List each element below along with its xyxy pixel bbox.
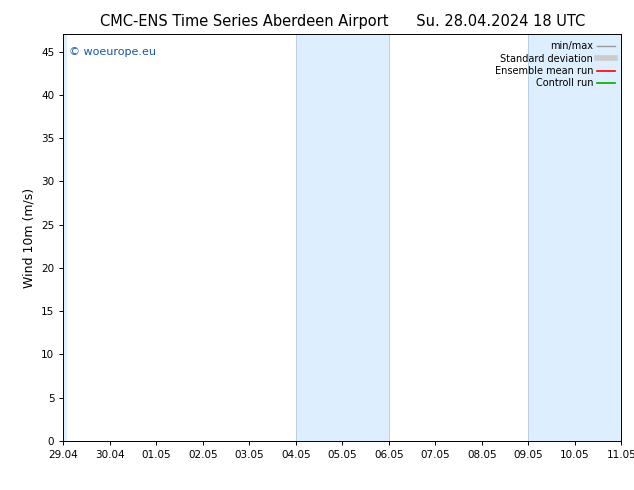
Legend: min/max, Standard deviation, Ensemble mean run, Controll run: min/max, Standard deviation, Ensemble me… bbox=[491, 37, 618, 92]
Bar bbox=[528, 34, 634, 441]
Y-axis label: Wind 10m (m/s): Wind 10m (m/s) bbox=[23, 188, 36, 288]
Title: CMC-ENS Time Series Aberdeen Airport      Su. 28.04.2024 18 UTC: CMC-ENS Time Series Aberdeen Airport Su.… bbox=[100, 14, 585, 29]
Bar bbox=[63, 34, 67, 441]
Text: © woeurope.eu: © woeurope.eu bbox=[69, 47, 156, 56]
Bar bbox=[296, 34, 389, 441]
